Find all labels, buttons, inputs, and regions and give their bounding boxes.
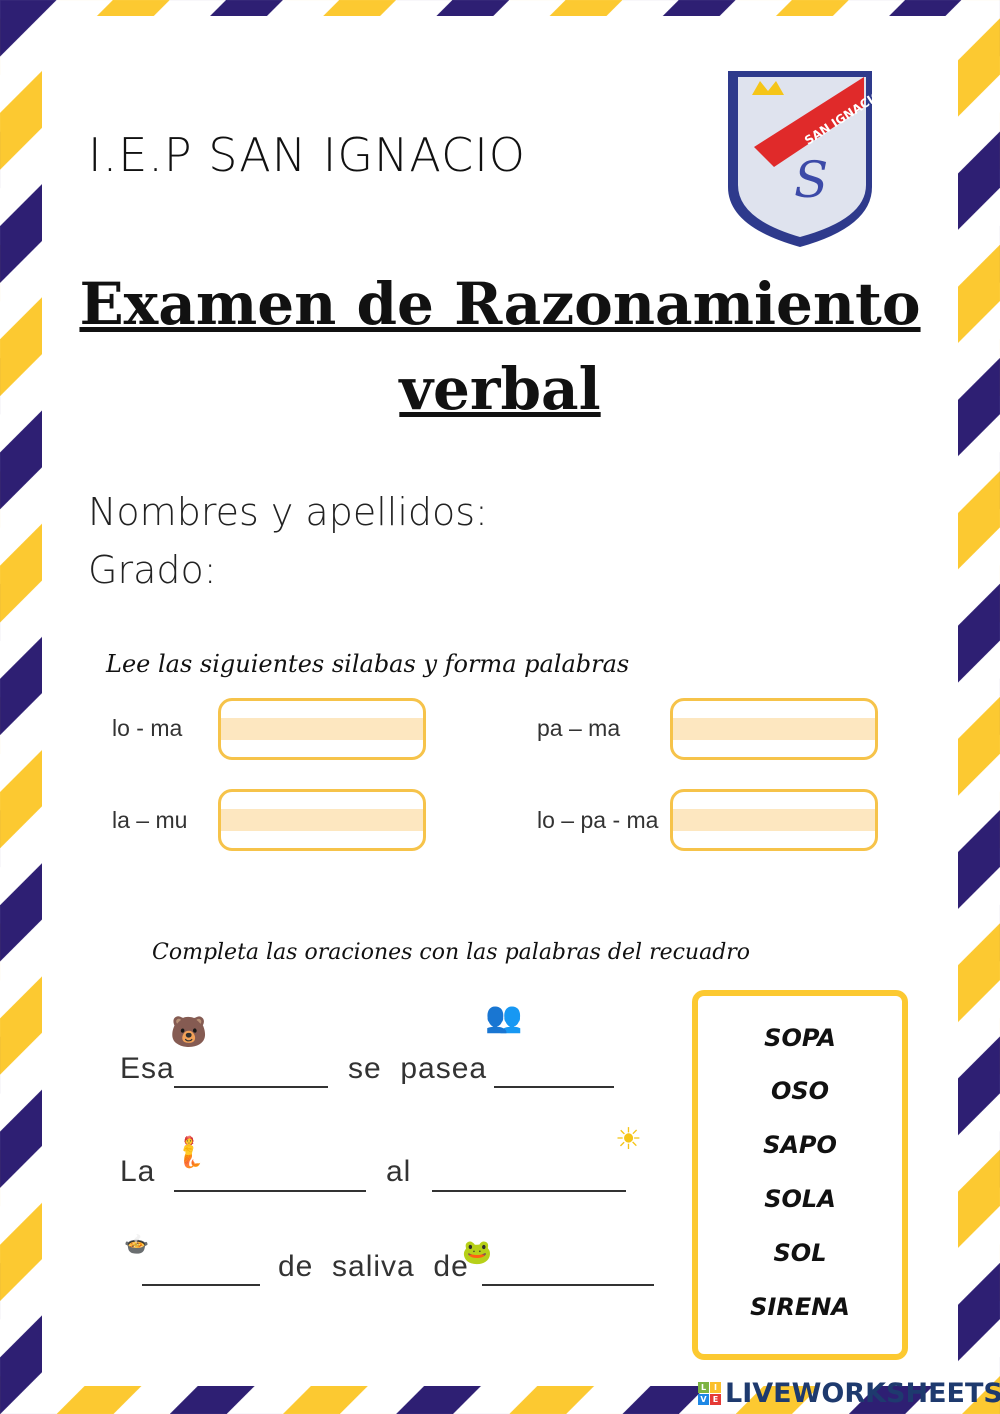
answer-input-1[interactable] bbox=[218, 698, 426, 760]
word-option[interactable]: SOLA bbox=[764, 1185, 836, 1213]
syllables-3: la – mu bbox=[112, 807, 188, 833]
word-option[interactable]: SOPA bbox=[764, 1024, 836, 1052]
section2-instruction: Completa las oraciones con las palabras … bbox=[152, 940, 751, 965]
word-option[interactable]: SOL bbox=[773, 1239, 827, 1267]
school-crest-logo: SAN IGNACIO S bbox=[728, 71, 876, 247]
sentence-2-start: La bbox=[120, 1155, 156, 1188]
svg-text:S: S bbox=[794, 151, 828, 209]
section1-instruction: Lee las siguientes silabas y forma palab… bbox=[106, 650, 630, 678]
sentence-1-start: Esa bbox=[120, 1052, 175, 1085]
watermark-text: LIVEWORKSHEETS bbox=[725, 1378, 1000, 1409]
names-label: Nombres y apellidos: bbox=[88, 490, 488, 534]
word-option[interactable]: SAPO bbox=[763, 1131, 837, 1159]
live-badge-logo: L I V E bbox=[698, 1382, 721, 1405]
blank-3b[interactable] bbox=[482, 1284, 654, 1286]
answer-input-4[interactable] bbox=[670, 789, 878, 851]
answer-input-2[interactable] bbox=[670, 698, 878, 760]
frog-icon: 🐸 bbox=[462, 1238, 492, 1266]
badge-letter: E bbox=[710, 1394, 721, 1405]
syllables-1: lo - ma bbox=[112, 715, 183, 741]
exam-title-line1: Examen de Razonamiento bbox=[79, 270, 921, 338]
word-bank: SOPA OSO SAPO SOLA SOL SIRENA bbox=[692, 990, 908, 1360]
sentence-3-mid: de saliva de bbox=[278, 1250, 469, 1283]
syllables-4: lo – pa - ma bbox=[537, 807, 659, 833]
blank-2b[interactable] bbox=[432, 1190, 626, 1192]
school-name: I.E.P SAN IGNACIO bbox=[88, 128, 526, 182]
grade-label: Grado: bbox=[88, 548, 217, 592]
blank-3a[interactable] bbox=[142, 1284, 260, 1286]
sentence-2-mid: al bbox=[386, 1155, 412, 1188]
word-option[interactable]: SIRENA bbox=[750, 1293, 850, 1321]
liveworksheets-watermark: L I V E LIVEWORKSHEETS bbox=[698, 1378, 1000, 1409]
exam-title-line2: verbal bbox=[399, 355, 601, 423]
word-option[interactable]: OSO bbox=[770, 1077, 830, 1105]
answer-input-3[interactable] bbox=[218, 789, 426, 851]
badge-letter: L bbox=[698, 1382, 709, 1393]
badge-letter: I bbox=[710, 1382, 721, 1393]
bear-icon: 🐻 bbox=[170, 1015, 208, 1050]
badge-letter: V bbox=[698, 1394, 709, 1405]
blank-2a[interactable] bbox=[174, 1190, 366, 1192]
sun-icon: ☀ bbox=[615, 1122, 642, 1157]
blank-1b[interactable] bbox=[494, 1086, 614, 1088]
people-icon: 👥 bbox=[485, 1000, 523, 1035]
sentence-1-mid: se pasea bbox=[348, 1052, 488, 1085]
mermaid-icon: 🧜 bbox=[170, 1135, 208, 1170]
soup-icon: 🍲 bbox=[124, 1232, 149, 1256]
blank-1a[interactable] bbox=[174, 1086, 328, 1088]
syllables-2: pa – ma bbox=[537, 715, 621, 741]
